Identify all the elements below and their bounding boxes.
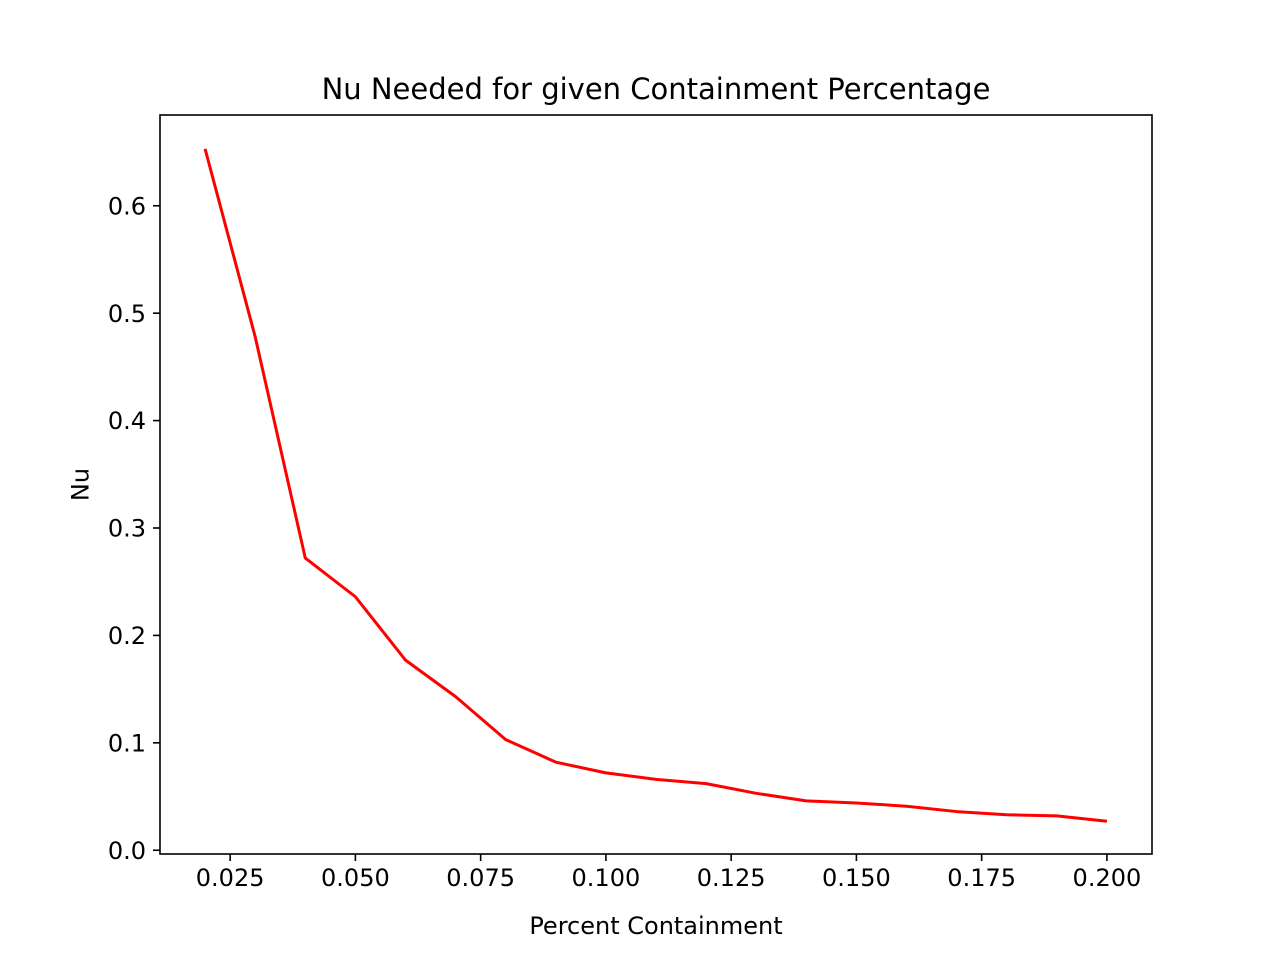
x-axis-label: Percent Containment: [529, 912, 782, 940]
series-line: [203, 148, 1108, 823]
x-tick-label: 0.125: [697, 864, 766, 892]
y-tick-label: 0.3: [108, 515, 146, 543]
plot-area: [203, 148, 1108, 823]
y-axis-label: Nu: [66, 468, 94, 501]
x-tick-label: 0.050: [321, 864, 390, 892]
x-tick-label: 0.100: [572, 864, 641, 892]
y-tick-label: 0.4: [108, 407, 146, 435]
y-tick-label: 0.5: [108, 300, 146, 328]
axes-frame: [159, 114, 1153, 855]
chart-title: Nu Needed for given Containment Percenta…: [322, 72, 991, 106]
y-tick-label: 0.2: [108, 622, 146, 650]
x-tick-label: 0.150: [822, 864, 891, 892]
y-tick-label: 0.1: [108, 729, 146, 757]
x-tick-label: 0.175: [947, 864, 1016, 892]
y-tick-label: 0.6: [108, 192, 146, 220]
y-tick-label: 0.0: [108, 837, 146, 865]
axis-ticks: 0.025 0.050 0.075 0.100 0.125 0.150 0.175 0.200…: [108, 192, 1141, 892]
x-tick-label: 0.025: [196, 864, 265, 892]
x-tick-label: 0.200: [1073, 864, 1142, 892]
x-tick-label: 0.075: [446, 864, 515, 892]
